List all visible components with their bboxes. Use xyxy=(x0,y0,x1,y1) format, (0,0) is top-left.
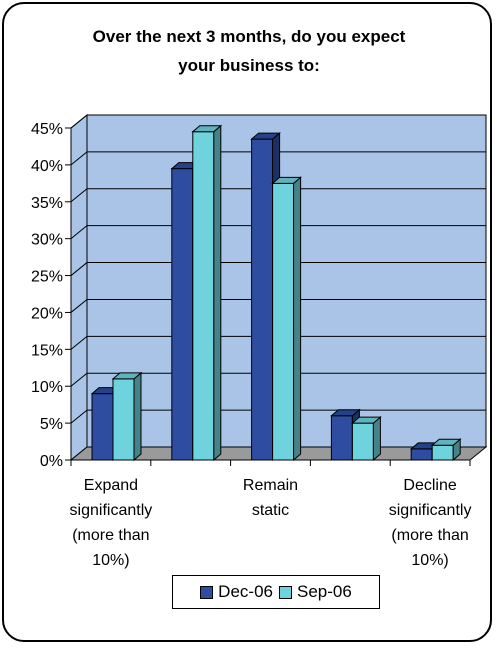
legend-swatch-sep-06 xyxy=(278,585,292,599)
bar-front xyxy=(192,131,215,461)
y-tick-label-4: 20% xyxy=(31,305,63,322)
bar-front xyxy=(171,168,194,461)
bar-front xyxy=(251,138,274,461)
x-category-label-0-0: Expand xyxy=(84,477,138,494)
gridline-3 xyxy=(70,335,486,350)
y-tick-label-6: 30% xyxy=(31,232,63,249)
legend-item-sep-06: Sep-06 xyxy=(278,582,352,602)
bar-sep-06-4 xyxy=(430,438,462,462)
x-category-label-4-0: Decline xyxy=(403,477,456,494)
chart-title-line-2: your business to: xyxy=(178,56,320,75)
y-tick-label-9: 45% xyxy=(31,121,63,138)
gridline-2 xyxy=(70,372,486,387)
bar-top xyxy=(271,176,302,184)
legend-swatch-dec-06 xyxy=(200,585,214,599)
gridline-8 xyxy=(70,151,486,166)
bar-top xyxy=(250,132,281,140)
bar-front xyxy=(91,393,114,461)
bars xyxy=(90,124,462,462)
bar-top xyxy=(351,416,382,424)
gridline-4 xyxy=(70,298,486,313)
legend-label-sep-06: Sep-06 xyxy=(296,582,352,601)
bar-sep-06-3 xyxy=(351,416,382,462)
x-category-label-2-0: Remain xyxy=(243,477,298,494)
y-tick-label-2: 10% xyxy=(31,379,63,396)
bar-top xyxy=(330,409,361,417)
bar-front xyxy=(431,444,454,461)
bar-side xyxy=(133,371,142,462)
x-category-label-0-3: 10%) xyxy=(92,552,129,569)
y-tick-label-8: 40% xyxy=(31,158,63,175)
legend-item-dec-06: Dec-06 xyxy=(200,582,273,602)
gridline-5 xyxy=(70,262,486,276)
x-category-label-4-2: (more than xyxy=(391,527,468,544)
gridline-6 xyxy=(70,225,486,240)
bar-side xyxy=(293,176,302,462)
bar-front xyxy=(112,378,135,461)
bar-front xyxy=(351,422,374,461)
bar-top xyxy=(111,372,143,380)
x-category-label-4-1: significantly xyxy=(389,502,472,519)
y-axis: 0% 5% 10% 15% 20% 25% 30% 35% 40% 45% xyxy=(31,121,72,470)
y-tick-label-3: 15% xyxy=(31,342,63,359)
bar-sep-06-1 xyxy=(191,124,223,462)
bar-side xyxy=(213,124,222,462)
chart-title-line-1: Over the next 3 months, do you expect xyxy=(92,27,406,46)
bar-top xyxy=(191,125,223,133)
legend-label-dec-06: Dec-06 xyxy=(218,582,273,601)
plot-side-wall xyxy=(70,113,88,462)
y-tick-label-1: 5% xyxy=(40,416,63,433)
bar-front xyxy=(410,448,433,461)
x-category-label-0-1: significantly xyxy=(70,502,153,519)
chart-title: Over the next 3 months, do you expect yo… xyxy=(40,22,458,80)
y-tick-label-0: 0% xyxy=(40,453,63,470)
bar-sep-06-0 xyxy=(111,371,143,462)
bar-front xyxy=(330,415,353,461)
bar-front xyxy=(272,182,295,461)
legend: Dec-06 Sep-06 xyxy=(172,575,380,609)
x-category-label-0-2: (more than xyxy=(72,527,149,544)
gridline-9 xyxy=(70,114,486,129)
gridline-7 xyxy=(70,188,486,203)
x-category-label-2-1: static xyxy=(252,502,289,519)
y-tick-label-5: 25% xyxy=(31,269,63,286)
x-category-label-4-3: 10%) xyxy=(411,552,448,569)
bar-side xyxy=(372,416,381,462)
bar-top xyxy=(430,438,462,446)
y-tick-label-7: 35% xyxy=(31,195,63,212)
x-axis: Expand significantly (more than 10%) Remain s… xyxy=(70,459,472,569)
bar-sep-06-2 xyxy=(271,176,302,462)
